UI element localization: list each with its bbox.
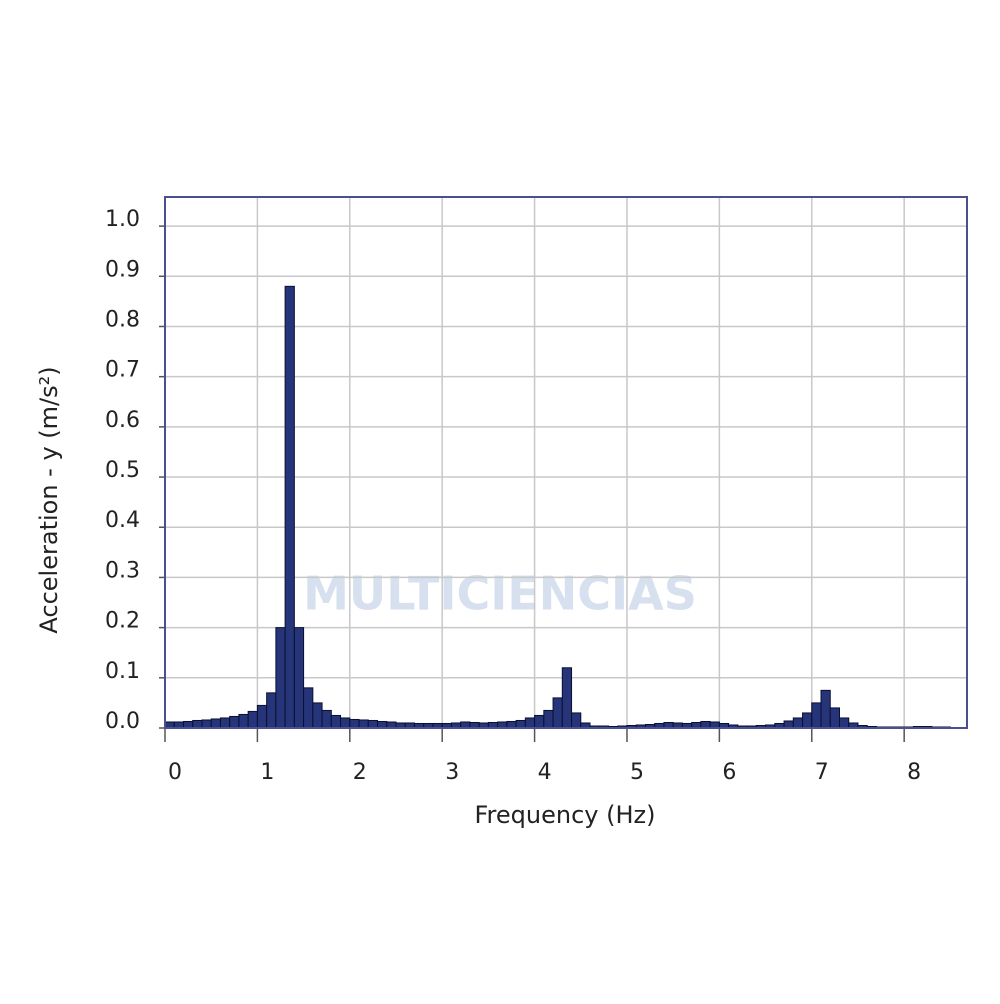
y-axis-title: Acceleration - y (m/s²) [35,366,63,633]
bar [358,719,369,729]
bar [266,692,277,729]
y-tick-label: 0.2 [105,609,140,634]
bar [524,717,536,729]
x-tick-label: 4 [538,760,552,785]
bar [838,717,850,729]
bar [192,719,203,729]
y-tick-label: 0.6 [105,408,140,433]
bar [802,712,813,729]
bar [284,285,295,729]
bar [792,717,804,729]
bar [811,702,822,729]
bar [293,627,305,729]
y-tick-label: 0.7 [105,358,140,383]
y-tick-label: 0.0 [105,709,140,734]
x-axis-title: Frequency (Hz) [475,801,656,829]
x-tick-label: 6 [722,760,736,785]
bar [829,707,840,729]
bar [219,717,231,729]
bar [312,702,323,729]
bar [201,719,212,729]
y-tick-label: 0.1 [105,659,140,684]
y-tick-label: 0.5 [105,458,140,483]
bar [210,718,221,729]
watermark: MULTICIENCIAS [303,567,697,621]
bar [229,715,240,729]
bar [340,717,351,729]
bar [561,667,573,729]
bar [349,718,360,729]
y-tick-label: 0.8 [105,307,140,332]
plot-frame [164,196,968,729]
x-tick-label: 8 [907,760,921,785]
bar [256,704,268,729]
x-tick-label: 1 [260,760,274,785]
bar [571,712,582,729]
bar [303,687,314,729]
bar [534,714,545,729]
bar [783,720,794,729]
x-tick-label: 2 [353,760,367,785]
y-tick-label: 0.4 [105,508,140,533]
x-tick-label: 5 [630,760,644,785]
y-tick-label: 0.9 [105,257,140,282]
x-tick-label: 7 [815,760,829,785]
bar [820,689,831,729]
bar [515,719,526,729]
bar [330,714,342,729]
bar [321,709,332,729]
bar [275,627,286,729]
bar [247,710,258,729]
x-tick-label: 3 [445,760,459,785]
bar [543,709,554,729]
bar [238,713,249,729]
y-tick-label: 0.3 [105,558,140,583]
x-tick-label: 0 [168,760,182,785]
y-tick-label: 1.0 [105,207,140,232]
bar [367,719,379,729]
bar [552,697,563,729]
